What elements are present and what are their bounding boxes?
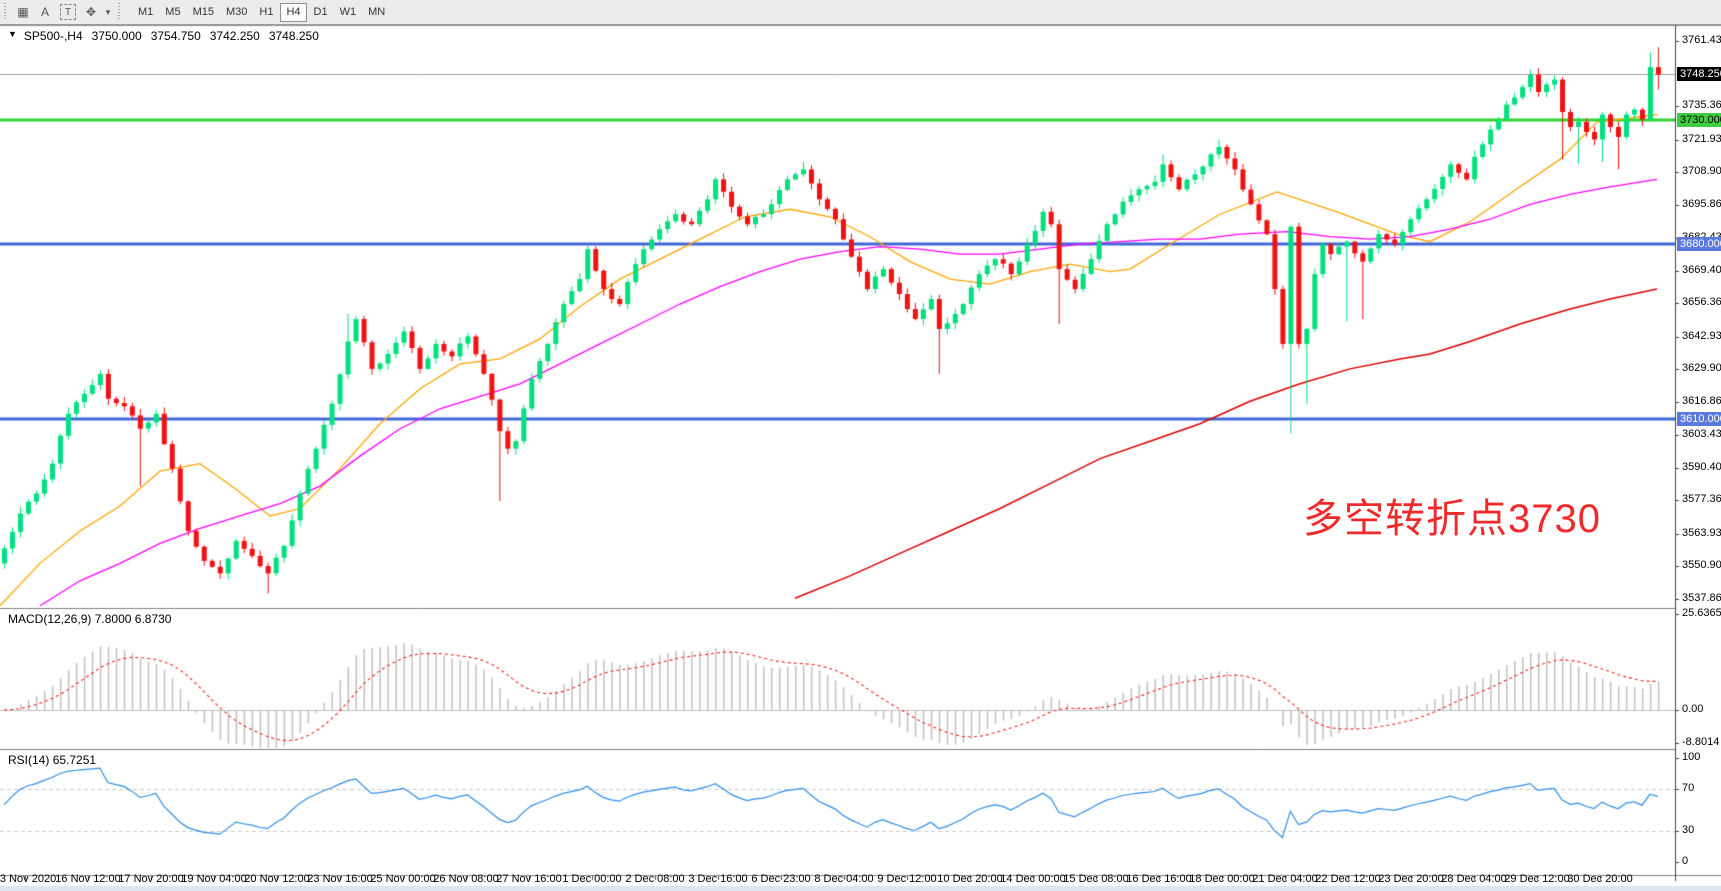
timeframe-h1[interactable]: H1 [259,6,274,18]
time-axis-label: 8 Dec 04:00 [814,873,874,885]
price-tick-label: 3735.365 [1682,99,1721,112]
macd-tick-label: 25.6365 [1682,606,1721,619]
time-axis-label: 13 Nov 2020 [0,873,57,885]
macd-tick-label: -8.8014 [1682,736,1720,748]
time-axis-label: 18 Dec 00:00 [1189,873,1255,885]
time-axis-label: 20 Nov 12:00 [244,873,310,885]
toolbar-grip-2[interactable] [116,3,122,21]
time-axis-label: 15 Dec 08:00 [1063,873,1129,885]
time-axis-label: 2 Dec 08:00 [625,873,685,885]
ohlc-high: 3754.750 [150,29,201,43]
timeframe-m30[interactable]: M30 [225,6,248,18]
time-axis-label: 14 Dec 00:00 [1000,873,1066,885]
price-tick-label: 3721.935 [1682,132,1721,145]
rsi-indicator-label: RSI(14) 65.7251 [8,753,97,767]
rsi-tick-label: 70 [1682,782,1695,795]
price-tick-label: 3695.865 [1682,197,1721,210]
time-axis-label: 10 Dec 20:00 [937,873,1003,885]
timeframe-w1[interactable]: W1 [339,6,357,18]
rsi-tick-label: 30 [1682,823,1695,836]
level-badge-3730: 3730.000 [1677,112,1721,127]
price-tick-label: 3550.900 [1682,559,1721,572]
rsi-tick-label: 0 [1682,855,1689,867]
macd-indicator-label: MACD(12,26,9) 7.8000 6.8730 [8,612,172,626]
chart-grid-icon[interactable]: ▦ [17,5,29,19]
toolbar-icon-group: ▦ A T ✥ ▾ [12,2,114,22]
time-axis-label: 30 Dec 20:00 [1567,873,1633,885]
symbol-name: SP500-,H4 [23,29,83,43]
bull-bear-pivot-annotation[interactable]: 多空转折点3730 [1303,497,1601,541]
time-axis-label: 1 Dec 00:00 [562,873,622,885]
price-tick-label: 3669.400 [1682,263,1721,276]
timeframe-h4[interactable]: H4 [280,2,307,22]
arrange-windows-icon[interactable]: ✥ [85,5,97,19]
price-tick-label: 3577.365 [1682,493,1721,506]
time-axis-label: 9 Dec 12:00 [877,873,937,885]
ohlc-open: 3750.000 [91,29,142,43]
timeframe-m5[interactable]: M5 [165,6,181,18]
timeframe-buttons: M1 M5 M15 M30 H1 H4 D1 W1 MN [132,2,391,22]
price-tick-label: 3590.400 [1682,460,1721,473]
toolbar-grip[interactable] [2,3,8,21]
toolbar: ▦ A T ✥ ▾ M1 M5 M15 M30 H1 H4 D1 W1 MN [0,0,1721,25]
time-axis-label: 23 Nov 16:00 [307,873,373,885]
time-axis-label: 26 Nov 08:00 [433,873,499,885]
chart-dropdown-icon[interactable]: ▼ [8,29,17,39]
timeframe-mn[interactable]: MN [368,6,386,18]
time-axis-label: 16 Nov 12:00 [55,873,121,885]
time-axis-label: 28 Dec 04:00 [1441,873,1507,885]
time-axis-label: 22 Dec 12:00 [1315,873,1381,885]
price-tick-label: 3537.865 [1682,591,1721,604]
price-tick-label: 3629.900 [1682,362,1721,375]
time-axis-label: 25 Nov 00:00 [370,873,436,885]
price-tick-label: 3708.900 [1682,165,1721,178]
timeframe-m15[interactable]: M15 [192,6,214,18]
price-tick-label: 3656.365 [1682,296,1721,309]
time-axis-label: 17 Nov 20:00 [118,873,184,885]
price-tick-label: 3563.935 [1682,526,1721,539]
text-box-icon[interactable]: T [60,4,76,20]
timeframe-d1[interactable]: D1 [313,6,328,18]
time-axis-label: 6 Dec 23:00 [751,873,811,885]
timeframe-m1[interactable]: M1 [138,6,154,18]
ohlc-low: 3742.250 [209,29,260,43]
dropdown-arrow-icon[interactable]: ▾ [105,6,111,17]
ohlc-close: 3748.250 [268,29,319,43]
price-tick-label: 3642.935 [1682,329,1721,342]
rsi-tick-label: 100 [1682,751,1701,763]
time-axis-label: 16 Dec 16:00 [1126,873,1192,885]
level-badge-3680: 3680.000 [1677,237,1721,252]
time-axis-label: 21 Dec 04:00 [1252,873,1318,885]
price-tick-label: 3603.435 [1682,428,1721,441]
window-bottom-strip [0,886,1721,891]
current-price-badge: 3748.250 [1677,66,1721,81]
price-tick-label: 3761.435 [1682,34,1721,47]
time-axis-label: 23 Dec 20:00 [1378,873,1444,885]
symbol-info-line: ▼ SP500-,H4 3750.000 3754.750 3742.250 3… [8,29,319,43]
level-badge-3610: 3610.000 [1677,411,1721,426]
text-label-icon[interactable]: A [40,5,49,19]
time-axis-label: 3 Dec 16:00 [688,873,748,885]
time-axis-label: 27 Nov 16:00 [496,873,562,885]
price-tick-label: 3616.865 [1682,394,1721,407]
macd-tick-label: 0.00 [1682,703,1704,715]
time-axis-label: 29 Dec 12:00 [1504,873,1570,885]
time-axis-label: 19 Nov 04:00 [181,873,247,885]
